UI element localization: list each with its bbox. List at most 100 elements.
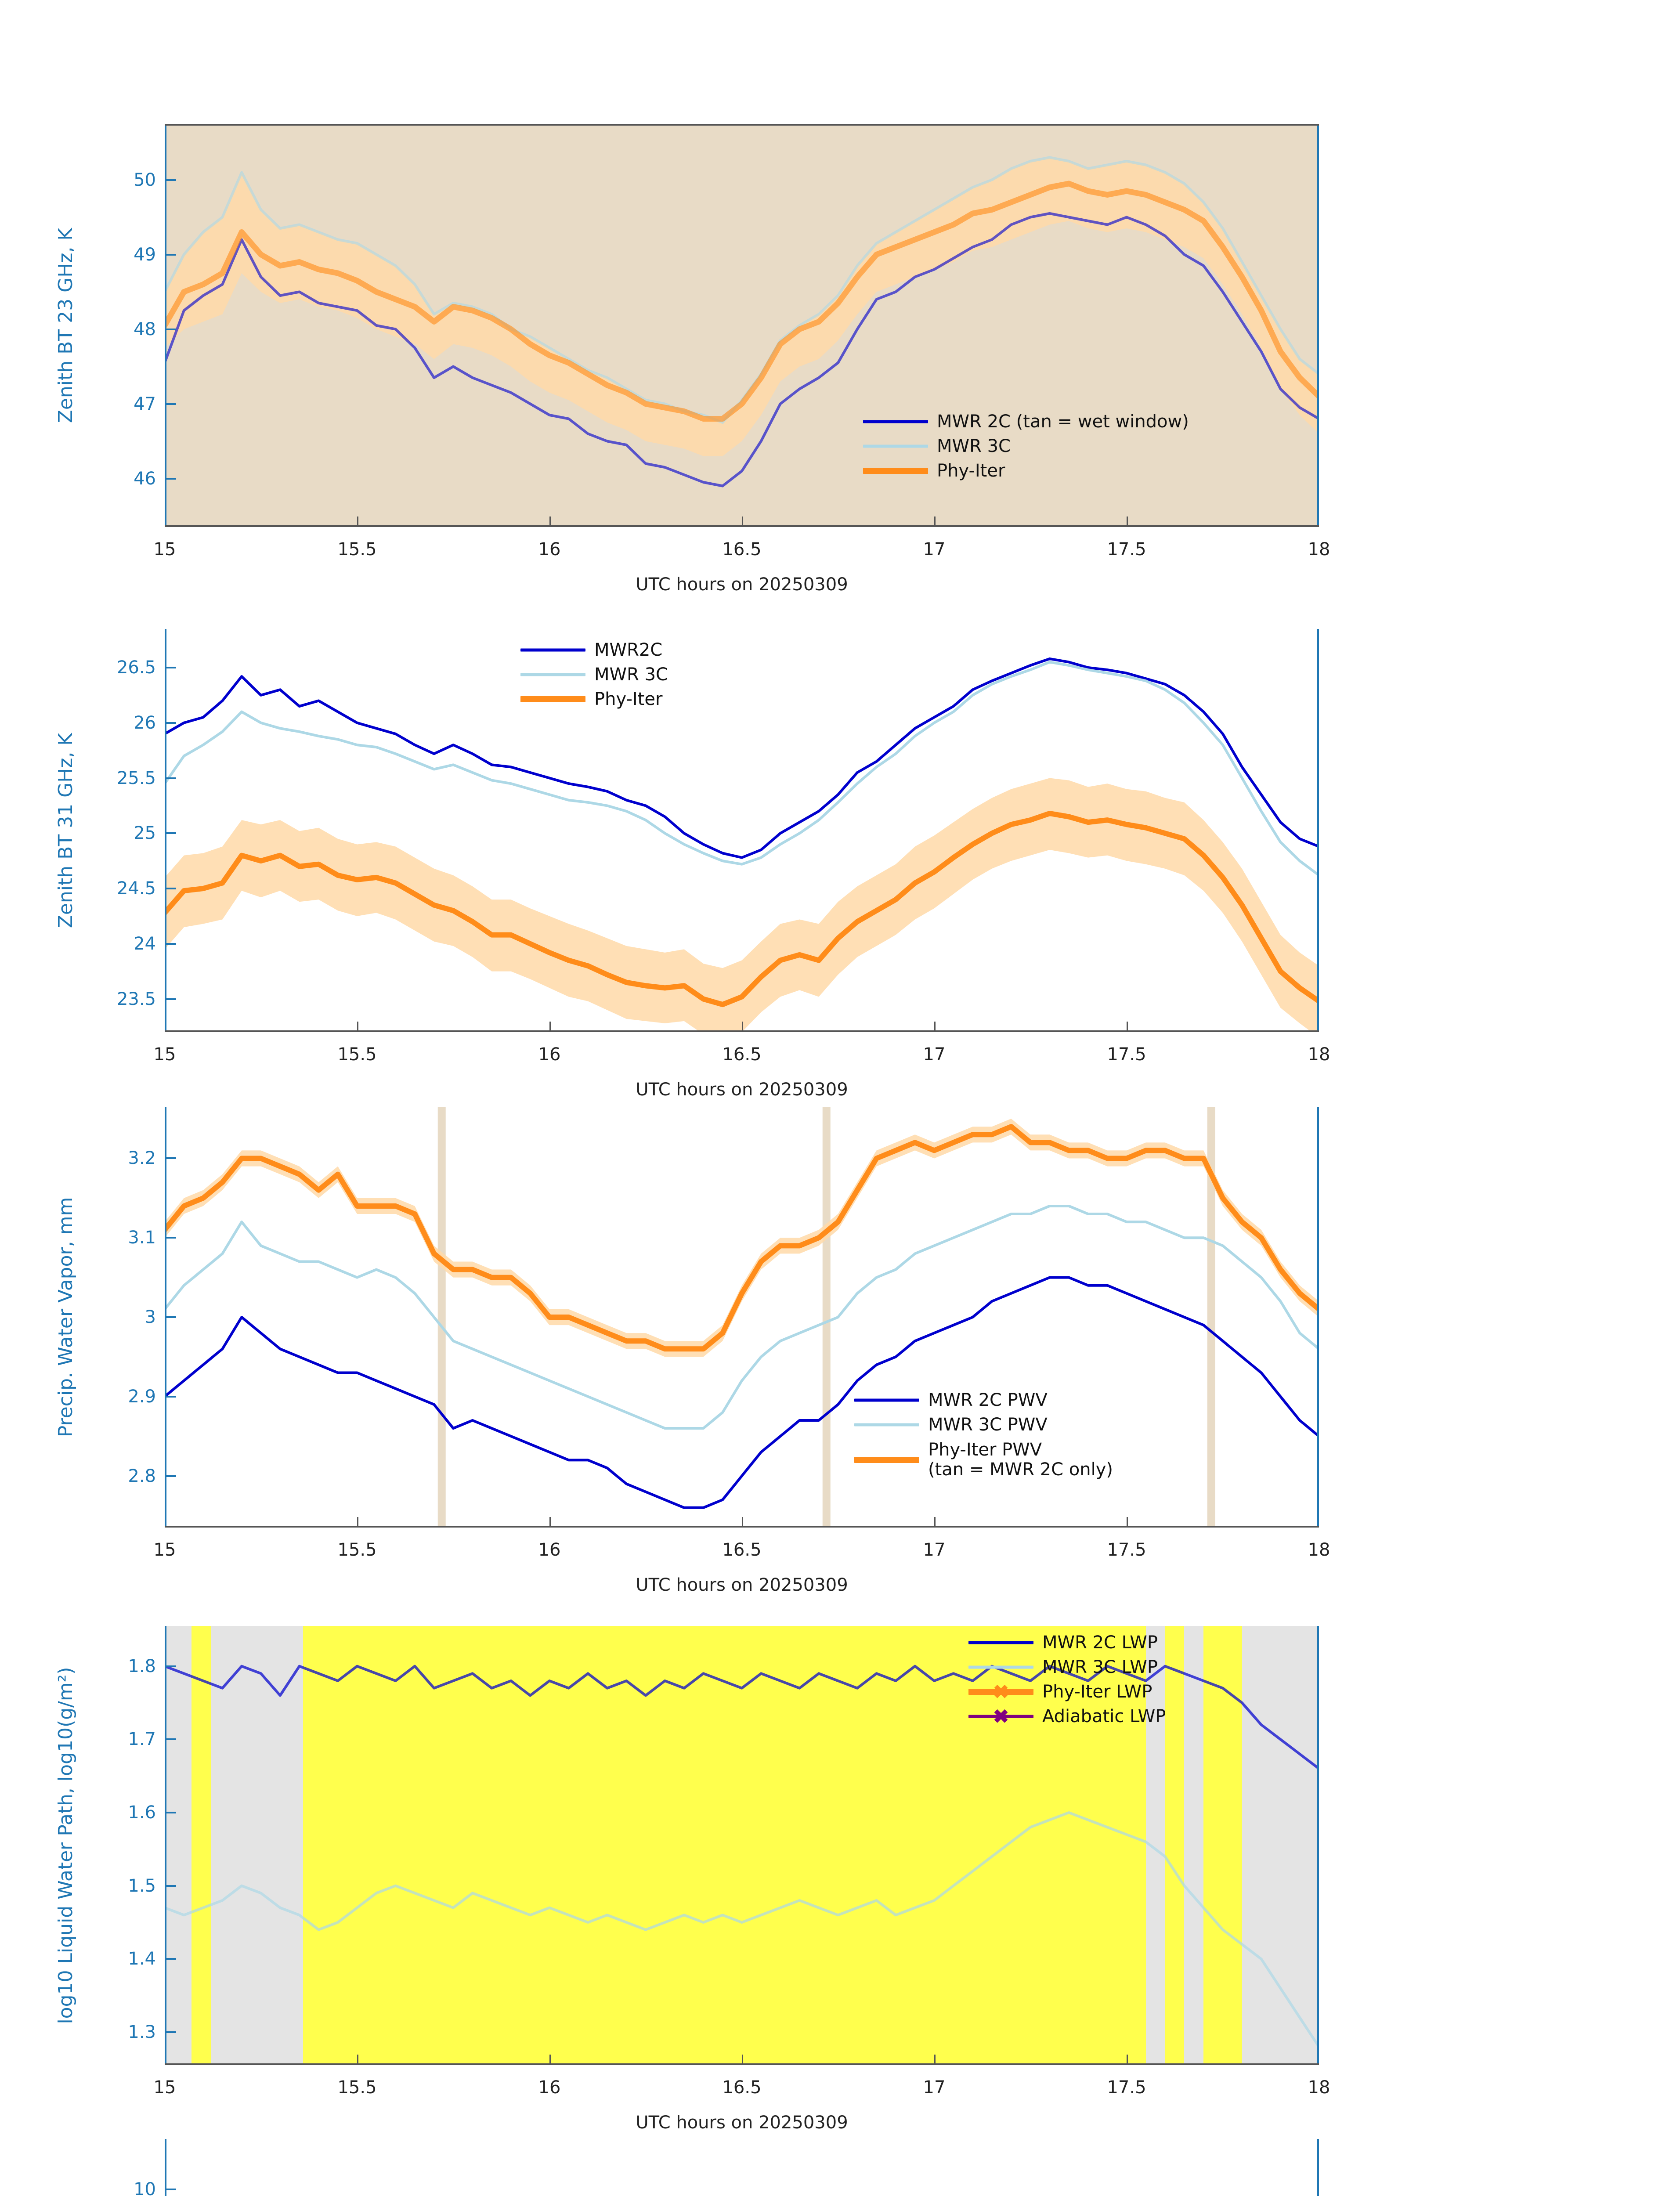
y-tick-label: 25.5 [116,768,156,788]
y-tick [165,2189,176,2191]
series-line [165,212,1319,488]
legend-label: Phy-Iter [594,689,663,709]
y-tick-label: 46 [134,468,156,489]
legend-line [968,1715,1033,1718]
legend-line [520,673,585,676]
y-tick [165,253,176,256]
x-axis-title: UTC hours on 20250309 [636,574,848,595]
legend-swatch [854,1412,919,1437]
x-tick [934,1517,936,1528]
y-tick [165,1812,176,1813]
axis-spine-right [1317,629,1319,1032]
legend-entry: ✖ Phy-Iter LWP [968,1680,1166,1704]
dq-flag-band [211,1626,303,2065]
panel-precip-water-vapor: 2.8 2.9 3 3.1 3.2 Precip. Water Vapor, mm 15 15… [0,1107,1680,1633]
series-line [165,1124,1319,1352]
x-tick [1127,2055,1128,2065]
legend-entry: ✖ Adiabatic LWP [968,1704,1166,1729]
axis-spine-right [1317,124,1319,527]
legend-entry: Phy-Iter [520,687,668,712]
y-tick-label: 1.4 [128,1949,156,1969]
x-tick-label: 16.5 [722,2077,762,2098]
x-tick [357,2055,358,2065]
y-tick-label: 1.8 [128,1656,156,1676]
legend-label: Phy-Iter [937,460,1005,481]
plot-area-liquid-water-path [165,1626,1319,2065]
y-tick [165,403,176,405]
legend-label: Phy-Iter PWV (tan = MWR 2C only) [928,1440,1113,1480]
y-tick-label: 3 [145,1307,156,1327]
legend-label: MWR 2C LWP [1042,1632,1158,1653]
y-tick [165,1395,176,1398]
y-tick-label: 50 [134,170,156,190]
legend-line [968,1689,1033,1695]
legend-swatch [863,459,928,483]
x-tick-label: 15 [153,2077,176,2098]
y-tick-label: 3.1 [128,1228,156,1248]
y-tick [165,722,176,724]
series-layer-liquid-water-path [165,1665,1319,2048]
x-tick [934,2055,936,2065]
y-tick [165,328,176,330]
y-tick [165,1885,176,1887]
series-line [165,1276,1319,1509]
y-axis-title: Precip. Water Vapor, mm [54,1197,77,1438]
x-tick-label: 17 [923,2077,946,2098]
uncertainty-band [165,778,1319,1032]
plot-area-zenith-bt-23 [165,124,1319,527]
series-line [165,657,1319,859]
x-tick [934,1022,936,1032]
x-axis-title: UTC hours on 20250309 [636,2113,848,2133]
panel-dq-flag: 0246810MWR Phy Iter DQ Flag1515.51616.51… [0,2139,1680,2196]
axis-spine-left [165,124,166,527]
y-axis-title: Zenith BT 23 GHz, K [54,228,77,423]
x-tick [357,516,358,527]
mwr2c-only-bar [822,1107,831,1528]
x-tick-label: 17 [923,539,946,560]
y-tick-label: 24 [134,933,156,954]
series-layer-precip-water-vapor [165,1107,1319,1528]
y-tick [165,943,176,945]
plot-area-precip-water-vapor [165,1107,1319,1528]
x-tick [742,1022,743,1032]
legend-zenith-bt-23: MWR 2C (tan = wet window) MWR 3C Phy-Iter [863,409,1189,483]
y-tick-label: 24.5 [116,878,156,899]
panel-zenith-bt-23: 46 47 48 49 50 Zenith BT 23 GHz, K 15 15.5 16 16.… [0,124,1680,632]
x-tick [742,516,743,527]
x-tick-label: 18 [1308,1540,1330,1560]
legend-line [863,468,928,474]
series-line [165,1665,1319,1770]
x-tick [1127,516,1128,527]
x-tick-label: 16 [538,1044,561,1065]
legend-entry: MWR2C [520,638,668,662]
x-tick [1127,1517,1128,1528]
plot-area-dq-flag [165,2139,1319,2196]
legend-x-marker: ✖ [992,1680,1010,1704]
legend-swatch [520,687,585,712]
y-tick [165,2031,176,2033]
series-line [165,1204,1319,1430]
y-tick-label: 2.9 [128,1386,156,1407]
dq-flag-band [165,1626,192,2065]
y-axis-title: log10 Liquid Water Path, log10(g/m²) [54,1667,77,2024]
series-layer-dq-flag [165,2139,1319,2196]
x-tick [549,516,551,527]
x-tick-label: 15.5 [337,2077,377,2098]
mwr2c-only-bar [1207,1107,1215,1528]
legend-entry: MWR 2C (tan = wet window) [863,409,1189,434]
x-tick-label: 15.5 [337,1540,377,1560]
panel-liquid-water-path: 1.3 1.4 1.5 1.6 1.7 1.8 log10 Liquid Water Pat… [0,1626,1680,2171]
x-tick-label: 16.5 [722,1540,762,1560]
x-tick-label: 17 [923,1540,946,1560]
legend-line [968,1665,1033,1669]
legend-entry: Phy-Iter PWV (tan = MWR 2C only) [854,1437,1113,1483]
x-tick-label: 17.5 [1107,2077,1146,2098]
legend-entry: MWR 3C PWV [854,1412,1113,1437]
y-axis-title: Zenith BT 31 GHz, K [54,733,77,928]
y-tick [165,777,176,779]
y-tick-label: 2.8 [128,1466,156,1486]
x-tick-label: 16 [538,1540,561,1560]
axis-spine-right [1317,1626,1319,2065]
x-tick-label: 17 [923,1044,946,1065]
